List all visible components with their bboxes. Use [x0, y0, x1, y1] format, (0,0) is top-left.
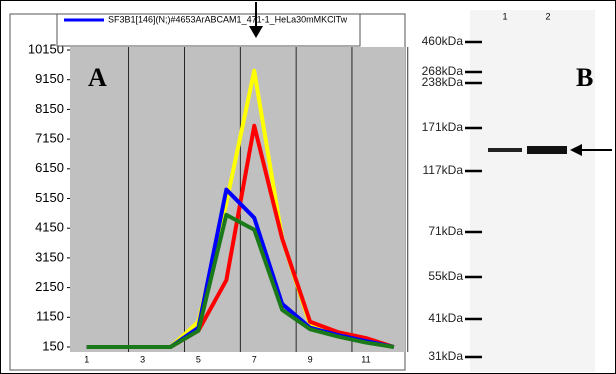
band [527, 146, 567, 154]
y-tick-label: 3150 [35, 249, 64, 264]
y-tick-label: 8150 [35, 101, 64, 116]
y-tick-label: 7150 [35, 131, 64, 146]
panel-label: A [88, 63, 107, 92]
x-tick-label: 7 [252, 354, 257, 364]
x-tick-label: 5 [196, 354, 201, 364]
band [488, 148, 522, 152]
figure: 150 1150 2150 3150 4150 5150 6150 7150 8150 9150 1… [0, 0, 616, 374]
y-tick-label: 9150 [35, 71, 64, 86]
marker-label: 460kDa [422, 34, 464, 48]
y-tick-label: 6150 [35, 160, 64, 175]
marker-label: 55kDa [428, 269, 463, 283]
y-tick-label: 1150 [36, 309, 64, 324]
y-tick-label: 4150 [35, 220, 64, 235]
marker-label: 171kDa [422, 120, 464, 134]
y-tick-label: 150 [42, 338, 64, 353]
x-tick-label: 11 [361, 354, 370, 364]
lane-label: 2 [545, 11, 550, 21]
marker-label: 41kDa [428, 311, 463, 325]
x-tick-label: 9 [308, 354, 313, 364]
legend-label: SF3B1[146](N;)#4653ArABCAM1_471-1_HeLa30… [108, 14, 348, 24]
lane-label: 1 [502, 11, 507, 21]
y-tick-label: 5150 [35, 190, 64, 205]
marker-label: 238kDa [422, 75, 464, 89]
panel-label: B [576, 63, 593, 92]
x-tick-label: 1 [84, 354, 89, 364]
marker-label: 117kDa [423, 163, 464, 177]
marker-label: 71kDa [428, 224, 463, 238]
marker-label: 31kDa [428, 349, 463, 363]
x-tick-label: 3 [140, 354, 145, 364]
y-tick-label: 2150 [35, 279, 64, 294]
